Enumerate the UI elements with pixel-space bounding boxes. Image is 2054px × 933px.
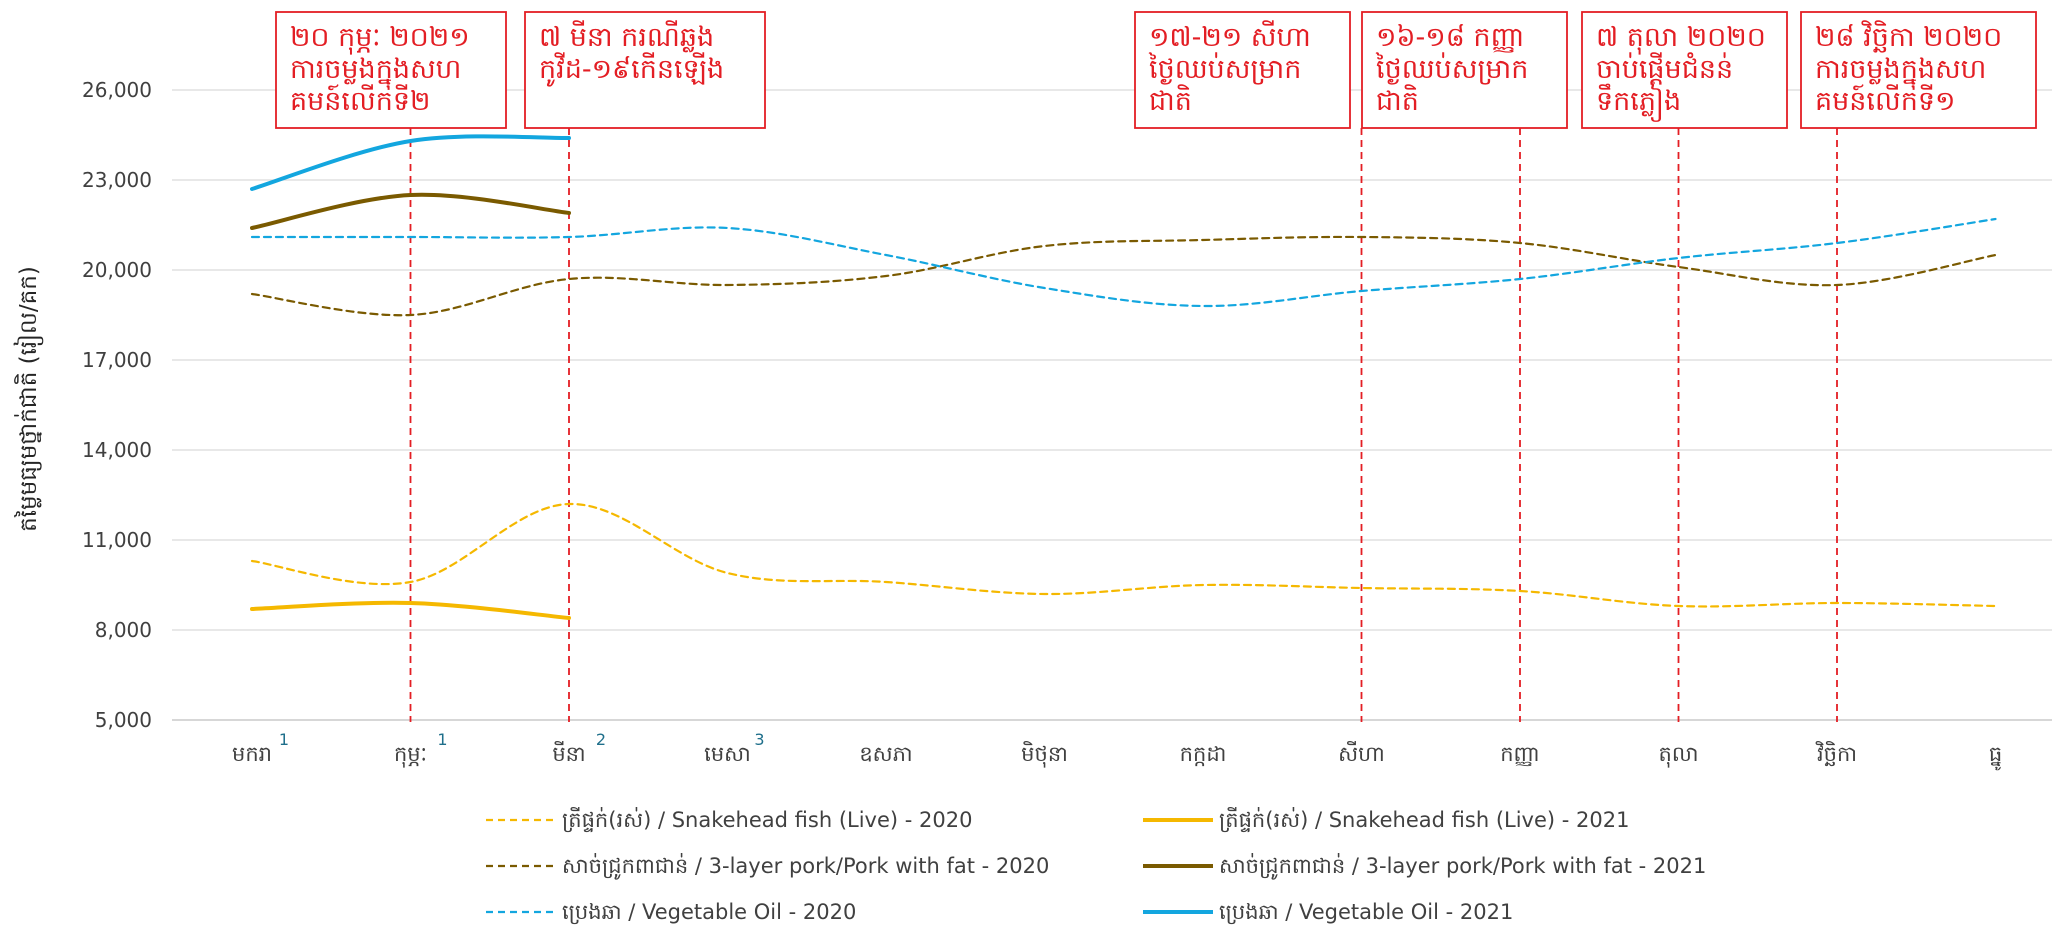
event-annotation: ៧ មីនា ករណីឆ្លងកូវីដ-១៩កើនឡើង <box>524 11 766 129</box>
y-tick-label: 5,000 <box>95 708 152 732</box>
x-tick-label: ធ្នូ <box>1989 742 2002 771</box>
data-series <box>250 134 1997 620</box>
event-annotation: ១៧-២១ សីហាថ្ងៃឈប់សម្រាកជាតិ <box>1134 11 1351 129</box>
event-annotation-text: ១៦-១៨ កញ្ញា <box>1376 22 1524 53</box>
event-annotation: ២៨ វិច្ឆិកា ២០២០ការចម្លងក្នុងសហគមន៍លើកទី… <box>1800 11 2037 129</box>
x-tick-label: វិច្ឆិកា <box>1815 741 1857 767</box>
legend: ត្រីផ្ទក់(រស់) / Snakehead fish (Live) -… <box>486 807 1706 925</box>
legend-item: សាច់ជ្រូកពាជាន់ / 3-layer pork/Pork with… <box>1143 853 1706 880</box>
legend-label: សាច់ជ្រូកពាជាន់ / 3-layer pork/Pork with… <box>1219 853 1706 880</box>
x-tick-label: កុម្ភៈ <box>394 742 427 768</box>
x-tick-label: មេសា <box>704 742 751 766</box>
y-tick-label: 8,000 <box>95 618 152 642</box>
x-tick-label: មិថុនា <box>1021 741 1068 768</box>
y-axis-label: តម្លៃមធ្យមថ្នាក់ជាតិ (រៀល/គក) <box>13 266 44 532</box>
legend-item: ប្រេងឆា / Vegetable Oil - 2021 <box>1143 900 1513 925</box>
event-annotation-text: ការចម្លងក្នុងសហ <box>1815 54 1986 90</box>
x-tick-label: ឧសភា <box>859 742 912 766</box>
series-line <box>250 217 1997 308</box>
event-annotation-box <box>524 11 766 129</box>
legend-label: ត្រីផ្ទក់(រស់) / Snakehead fish (Live) -… <box>562 807 972 833</box>
event-annotation-text: កូវីដ-១៩កើនឡើង <box>539 52 724 87</box>
event-annotation-text: ថ្ងៃឈប់សម្រាក <box>1148 52 1301 85</box>
legend-label: ត្រីផ្ទក់(រស់) / Snakehead fish (Live) -… <box>1219 807 1629 833</box>
series-line <box>250 235 1997 317</box>
series-line <box>250 600 571 620</box>
event-annotation-text: ៧ មីនា ករណីឆ្លង <box>539 20 714 53</box>
y-tick-label: 14,000 <box>82 438 152 462</box>
legend-item: សាច់ជ្រូកពាជាន់ / 3-layer pork/Pork with… <box>486 853 1049 880</box>
legend-item: ត្រីផ្ទក់(រស់) / Snakehead fish (Live) -… <box>486 807 972 833</box>
legend-label: ប្រេងឆា / Vegetable Oil - 2021 <box>1219 900 1513 925</box>
event-annotation-text: គមន៍លើកទី១ <box>1815 84 1955 117</box>
x-tick-label: កក្កដា <box>1180 742 1227 767</box>
event-annotation-text: ជាតិ <box>1376 84 1419 117</box>
series-line <box>250 192 571 230</box>
y-tick-label: 23,000 <box>82 168 152 192</box>
legend-item: ប្រេងឆា / Vegetable Oil - 2020 <box>486 900 856 925</box>
event-annotation-text: ថ្ងៃឈប់សម្រាក <box>1375 52 1528 85</box>
x-tick-note: 3 <box>754 730 764 749</box>
y-tick-label: 17,000 <box>82 348 152 372</box>
x-tick-note: 1 <box>279 730 289 749</box>
grid-lines <box>172 89 2052 721</box>
legend-label: ប្រេងឆា / Vegetable Oil - 2020 <box>562 900 856 925</box>
x-tick-note: 2 <box>596 730 606 749</box>
x-tick-label: មីនា <box>552 741 585 766</box>
event-annotation-text: គមន៍លើកទី២ <box>290 84 430 117</box>
event-annotation-box <box>275 11 507 129</box>
legend-item: ត្រីផ្ទក់(រស់) / Snakehead fish (Live) -… <box>1143 807 1629 833</box>
x-tick-note: 1 <box>437 730 447 749</box>
y-axis-tick-labels: 5,000 8,000 11,000 14,000 17,000 20,000 23,000… <box>82 78 152 732</box>
x-tick-label: សីហា <box>1338 741 1385 766</box>
event-annotation-box <box>1361 11 1568 129</box>
event-annotation-box <box>1134 11 1351 129</box>
x-tick-label: មករា <box>232 742 272 766</box>
event-annotation-text: ១៧-២១ សីហា <box>1149 20 1311 53</box>
y-tick-label: 26,000 <box>82 78 152 102</box>
event-annotation-text: ៧ តុលា ២០២០ <box>1596 22 1766 55</box>
event-annotation-box <box>1581 11 1788 129</box>
event-annotation-text: ២៨ វិច្ឆិកា ២០២០ <box>1815 20 2002 53</box>
x-tick-label: កញ្ញា <box>1500 742 1540 767</box>
series-line <box>250 134 571 191</box>
event-annotation-text: ជាតិ <box>1149 84 1192 117</box>
y-tick-label: 11,000 <box>82 528 152 552</box>
event-annotation-text: ២០ កុម្ភៈ ២០២១ <box>290 22 470 55</box>
event-annotation: ១៦-១៨ កញ្ញាថ្ងៃឈប់សម្រាកជាតិ <box>1361 11 1568 129</box>
event-annotations: ២០ កុម្ភៈ ២០២១ការចម្លងក្នុងសហគមន៍លើកទី២៧… <box>275 11 2037 129</box>
series-line <box>250 502 1997 608</box>
event-annotation-text: ចាប់ផ្តើមជំនន់ <box>1596 52 1733 85</box>
y-tick-label: 20,000 <box>82 258 152 282</box>
event-annotation-box <box>1800 11 2037 129</box>
event-annotation-text: ទឹកភ្លៀង <box>1596 83 1681 122</box>
x-tick-label: តុលា <box>1659 742 1699 768</box>
x-axis-tick-labels: មករា 1 កុម្ភៈ 1 មីនា 2 មេសា3 ឧសភា មិថុនា កក្កដា សី… <box>232 730 2002 771</box>
event-annotation-text: ការចម្លងក្នុងសហ <box>290 54 461 90</box>
event-marker-lines <box>409 128 1838 722</box>
legend-label: សាច់ជ្រូកពាជាន់ / 3-layer pork/Pork with… <box>562 853 1049 880</box>
